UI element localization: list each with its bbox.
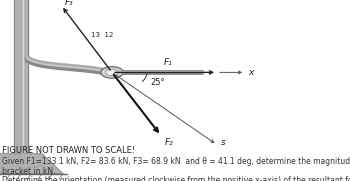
Text: F₂: F₂ [164,138,173,147]
Text: F₃: F₃ [65,0,74,7]
Text: s: s [220,138,225,148]
Circle shape [101,67,123,78]
Text: x: x [248,68,254,77]
Text: 13  12: 13 12 [91,32,113,38]
Polygon shape [0,154,63,174]
Text: Determine the orientation (measured clockwise from the positive x-axis) of the r: Determine the orientation (measured cloc… [2,176,350,181]
Text: F₁: F₁ [164,58,172,67]
Text: bracket in kN.: bracket in kN. [2,167,55,176]
Text: FIGURE NOT DRAWN TO SCALE!: FIGURE NOT DRAWN TO SCALE! [2,146,135,155]
Circle shape [106,69,118,76]
Text: 25°: 25° [150,78,165,87]
Text: Given F1=133.1 kN, F2= 83.6 kN, F3= 68.9 kN  and θ = 41.1 deg, determine the mag: Given F1=133.1 kN, F2= 83.6 kN, F3= 68.9… [2,157,350,166]
